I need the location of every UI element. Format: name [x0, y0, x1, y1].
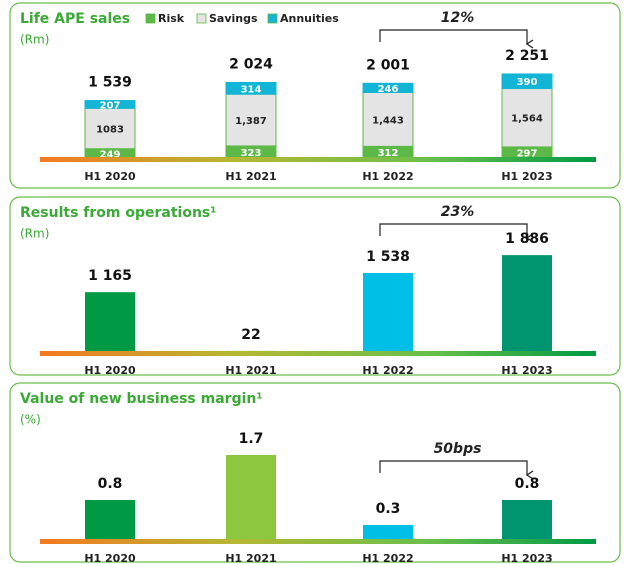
segment-label: 1,564: [511, 114, 543, 125]
segment-label: 207: [100, 100, 121, 111]
legend-label: Risk: [158, 12, 185, 25]
segment-label: 297: [517, 148, 538, 159]
segment-label: 1,443: [372, 115, 404, 126]
bar-segment: [225, 81, 277, 95]
segment-label: 312: [378, 148, 399, 159]
bar-segment: [84, 107, 136, 150]
legend-label: Savings: [209, 12, 258, 25]
x-tick-label: H1 2021: [225, 170, 276, 183]
bar-segment: [501, 88, 553, 148]
bar: [502, 255, 552, 352]
legend-swatch: [196, 13, 207, 24]
x-tick-label: H1 2023: [501, 552, 552, 564]
x-tick-label: H1 2020: [84, 364, 136, 377]
segment-label: 390: [517, 77, 538, 88]
panel-subtitle: (Rm): [20, 227, 49, 241]
bar: [363, 273, 413, 352]
segment-label: 323: [241, 148, 262, 159]
bar: [85, 292, 135, 352]
panel-subtitle: (%): [20, 413, 41, 427]
panel-subtitle: (Rm): [20, 33, 49, 47]
value-label: 1.7: [239, 431, 264, 447]
x-tick-label: H1 2022: [362, 552, 413, 564]
value-label: 1 538: [366, 249, 410, 265]
value-label: 22: [241, 327, 260, 343]
bar: [502, 500, 552, 540]
panel: [9, 382, 621, 563]
value-label: 1 165: [88, 268, 132, 284]
annotation-bracket: [379, 29, 534, 49]
bar: [85, 500, 135, 540]
value-label: 0.3: [376, 501, 401, 517]
bar-segment: [362, 82, 414, 93]
annotation-bracket: [379, 460, 534, 480]
segment-label: 314: [241, 84, 262, 95]
panel-title: Results from operations¹: [20, 205, 216, 221]
x-tick-label: H1 2023: [501, 170, 552, 183]
baseline: [40, 539, 596, 544]
x-tick-label: H1 2021: [225, 552, 276, 564]
total-label: 2 024: [229, 56, 273, 72]
bar-segment: [84, 100, 136, 109]
annotation: 50bps: [434, 441, 482, 457]
bar: [226, 455, 276, 540]
segment-label: 1,387: [235, 116, 267, 127]
x-tick-label: H1 2020: [84, 170, 136, 183]
x-tick-label: H1 2022: [362, 364, 413, 377]
bar-segment: [225, 93, 277, 147]
x-tick-label: H1 2022: [362, 170, 413, 183]
annotation: 12%: [441, 10, 475, 26]
baseline: [40, 351, 596, 356]
x-tick-label: H1 2023: [501, 364, 552, 377]
bar: [363, 525, 413, 540]
baseline: [40, 157, 596, 162]
total-label: 2 001: [366, 57, 410, 73]
total-label: 2 251: [505, 48, 549, 64]
panel-title: Value of new business margin¹: [20, 391, 262, 407]
value-label: 1 886: [505, 231, 549, 247]
x-tick-label: H1 2020: [84, 552, 136, 564]
panel: [9, 2, 621, 189]
legend-label: Annuities: [280, 12, 339, 25]
panel: [9, 196, 621, 376]
bar-segment: [362, 91, 414, 147]
segment-label: 249: [100, 149, 121, 160]
segment-label: 246: [378, 84, 399, 95]
bar-segment: [501, 73, 553, 90]
legend-swatch: [145, 13, 156, 24]
annotation: 23%: [441, 204, 475, 220]
legend-swatch: [267, 13, 278, 24]
total-label: 1 539: [88, 75, 132, 91]
x-tick-label: H1 2021: [225, 364, 276, 377]
value-label: 0.8: [98, 476, 123, 492]
value-label: 0.8: [515, 476, 540, 492]
annotation-bracket: [379, 223, 534, 243]
panel-title: Life APE sales: [20, 11, 130, 27]
segment-label: 1083: [96, 124, 124, 135]
